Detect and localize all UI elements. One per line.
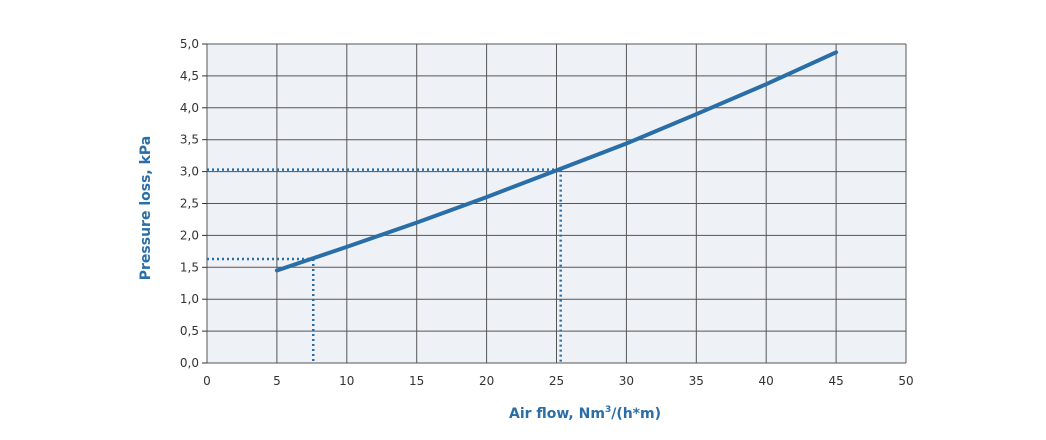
y-tick-label: 2,0 xyxy=(180,228,199,242)
x-tick-label: 40 xyxy=(759,374,774,388)
data-point xyxy=(694,112,698,116)
x-tick-label: 45 xyxy=(828,374,843,388)
data-point xyxy=(624,142,628,146)
x-tick-label: 25 xyxy=(549,374,564,388)
x-axis-ticks: 0 5 10 15 20 25 30 35 40 45 50 xyxy=(203,374,913,388)
data-point xyxy=(415,221,419,225)
y-tick-label: 3,5 xyxy=(180,133,199,147)
y-tick-label: 2,5 xyxy=(180,197,199,211)
data-point xyxy=(485,195,489,199)
data-point xyxy=(834,50,838,54)
y-tick-label: 0,0 xyxy=(180,356,199,370)
y-tick-label: 1,5 xyxy=(180,260,199,274)
x-tick-label: 0 xyxy=(203,374,211,388)
x-tick-label: 5 xyxy=(273,374,281,388)
y-tick-label: 1,0 xyxy=(180,292,199,306)
grid xyxy=(206,43,907,364)
y-axis-ticks: 0,0 0,5 1,0 1,5 2,0 2,5 3,0 3,5 4,0 4,5 5,0 xyxy=(180,37,207,370)
x-axis-title-sup: 3 xyxy=(605,405,611,415)
x-tick-label: 30 xyxy=(619,374,634,388)
x-axis-title-main: Air flow, Nm xyxy=(509,406,605,422)
y-axis-title: Pressure loss, kPa xyxy=(138,136,154,280)
y-tick-label: 4,5 xyxy=(180,69,199,83)
x-tick-label: 20 xyxy=(479,374,494,388)
y-tick-label: 5,0 xyxy=(180,37,199,51)
data-point xyxy=(275,268,279,272)
x-axis-title: Air flow, Nm3/(h*m) xyxy=(509,405,661,422)
x-tick-label: 15 xyxy=(409,374,424,388)
x-axis-title-tail: /(h*m) xyxy=(611,406,661,422)
y-tick-label: 0,5 xyxy=(180,324,199,338)
x-tick-label: 10 xyxy=(339,374,354,388)
x-tick-label: 50 xyxy=(898,374,913,388)
y-tick-label: 4,0 xyxy=(180,101,199,115)
data-points xyxy=(275,50,838,272)
data-point xyxy=(345,245,349,249)
y-tick-label: 3,0 xyxy=(180,165,199,179)
reference-lines xyxy=(207,168,562,363)
data-point xyxy=(764,82,768,86)
data-point xyxy=(555,168,558,172)
x-tick-label: 35 xyxy=(689,374,704,388)
